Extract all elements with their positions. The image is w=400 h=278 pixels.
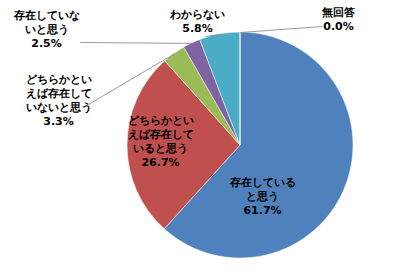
svg-text:わからない5.8%: わからない5.8% xyxy=(169,8,225,35)
svg-text:どちらかといえば存在していないと思う3.3%: どちらかといえば存在していないと思う3.3% xyxy=(26,73,92,127)
svg-text:無回答0.0%: 無回答0.0% xyxy=(321,6,356,33)
svg-text:存在していると思う61.7%: 存在していると思う61.7% xyxy=(229,176,296,217)
svg-text:どちらかといえば存在していると思う26.7%: どちらかといえば存在していると思う26.7% xyxy=(128,114,194,168)
svg-text:存在していないと思う2.5%: 存在していないと思う2.5% xyxy=(13,9,80,50)
